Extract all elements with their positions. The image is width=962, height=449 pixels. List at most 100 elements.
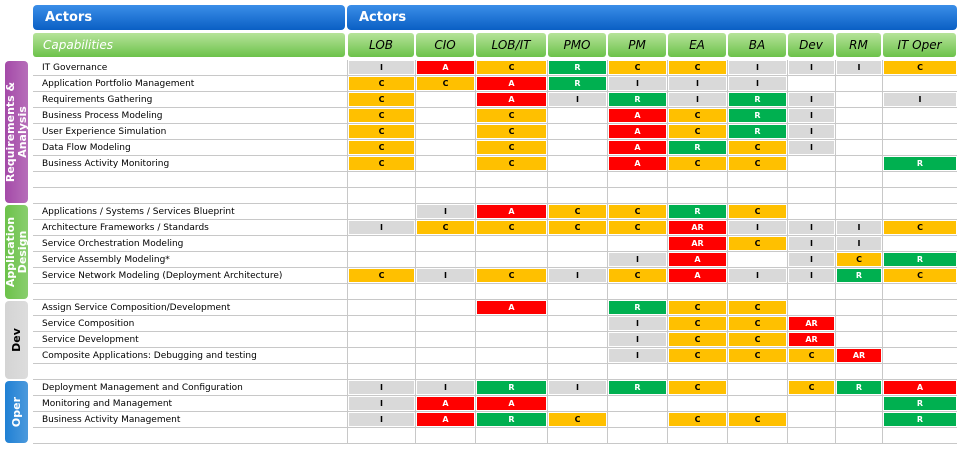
raci-cell: I — [347, 412, 415, 428]
capability — [33, 284, 347, 300]
raci-cell: C — [667, 348, 727, 364]
raci-cell — [547, 348, 607, 364]
raci-cell — [415, 140, 475, 156]
raci-cell — [415, 284, 475, 300]
raci-cell: R — [835, 268, 882, 284]
raci-cell: R — [882, 396, 957, 412]
capability: Business Activity Monitoring — [33, 156, 347, 172]
section-label: Oper — [9, 396, 23, 428]
raci-cell: C — [727, 236, 787, 252]
raci-cell: C — [727, 300, 787, 316]
raci-cell: I — [347, 380, 415, 396]
raci-cell: A — [415, 396, 475, 412]
raci-cell — [667, 364, 727, 380]
raci-cell — [835, 108, 882, 124]
raci-cell — [547, 252, 607, 268]
raci-cell — [347, 236, 415, 252]
raci-cell — [547, 156, 607, 172]
raci-cell: A — [475, 204, 547, 220]
raci-cell — [475, 316, 547, 332]
raci-cell — [882, 316, 957, 332]
raci-cell: C — [347, 92, 415, 108]
raci-cell — [882, 348, 957, 364]
raci-cell — [475, 188, 547, 204]
raci-cell — [347, 332, 415, 348]
capability: Assign Service Composition/Development — [33, 300, 347, 316]
raci-cell — [882, 428, 957, 444]
raci-cell — [787, 76, 835, 92]
capability: Service Assembly Modeling* — [33, 252, 347, 268]
column-header: EA — [668, 33, 726, 57]
raci-cell — [835, 188, 882, 204]
raci-cell — [787, 396, 835, 412]
raci-cell: C — [475, 60, 547, 76]
raci-cell: C — [415, 220, 475, 236]
raci-cell: C — [475, 268, 547, 284]
raci-cell: C — [667, 108, 727, 124]
raci-cell — [415, 124, 475, 140]
raci-cell: A — [607, 108, 667, 124]
raci-cell — [347, 300, 415, 316]
raci-cell: A — [415, 60, 475, 76]
raci-cell — [415, 156, 475, 172]
raci-cell: C — [607, 220, 667, 236]
raci-cell: I — [415, 268, 475, 284]
raci-cell — [835, 124, 882, 140]
raci-cell — [727, 396, 787, 412]
raci-cell — [547, 316, 607, 332]
raci-cell — [882, 76, 957, 92]
raci-cell: C — [727, 156, 787, 172]
capability: Data Flow Modeling — [33, 140, 347, 156]
raci-cell — [835, 204, 882, 220]
raci-cell — [547, 364, 607, 380]
raci-cell: C — [667, 60, 727, 76]
raci-cell — [415, 252, 475, 268]
capability: Architecture Frameworks / Standards — [33, 220, 347, 236]
raci-cell: A — [415, 412, 475, 428]
raci-cell: C — [607, 204, 667, 220]
column-header: IT Oper — [883, 33, 956, 57]
raci-cell — [347, 284, 415, 300]
raci-cell: R — [882, 252, 957, 268]
raci-cell — [415, 364, 475, 380]
raci-cell: R — [547, 60, 607, 76]
section-label-box: Dev — [5, 301, 28, 379]
raci-cell — [667, 284, 727, 300]
raci-cell — [347, 428, 415, 444]
raci-cell — [882, 236, 957, 252]
raci-cell: A — [882, 380, 957, 396]
raci-cell — [667, 396, 727, 412]
raci-cell — [835, 92, 882, 108]
raci-cell — [415, 188, 475, 204]
raci-cell: I — [347, 396, 415, 412]
raci-cell — [415, 236, 475, 252]
column-header: Dev — [788, 33, 834, 57]
raci-cell: I — [607, 76, 667, 92]
raci-cell — [415, 108, 475, 124]
raci-cell — [835, 396, 882, 412]
raci-cell — [415, 428, 475, 444]
raci-cell: I — [787, 60, 835, 76]
raci-cell: C — [347, 76, 415, 92]
raci-cell: A — [475, 396, 547, 412]
capability: IT Governance — [33, 60, 347, 76]
raci-cell — [835, 140, 882, 156]
raci-cell: I — [547, 380, 607, 396]
raci-cell: R — [607, 380, 667, 396]
raci-cell: I — [607, 332, 667, 348]
raci-cell — [607, 284, 667, 300]
capability — [33, 364, 347, 380]
raci-cell: I — [415, 204, 475, 220]
raci-cell — [607, 428, 667, 444]
raci-cell: A — [607, 156, 667, 172]
raci-cell — [835, 428, 882, 444]
raci-cell — [475, 284, 547, 300]
capability — [33, 428, 347, 444]
raci-cell — [835, 76, 882, 92]
section-label-box: Oper — [5, 381, 28, 443]
raci-cell — [607, 412, 667, 428]
raci-cell: I — [787, 140, 835, 156]
capability: Service Composition — [33, 316, 347, 332]
raci-cell — [727, 428, 787, 444]
